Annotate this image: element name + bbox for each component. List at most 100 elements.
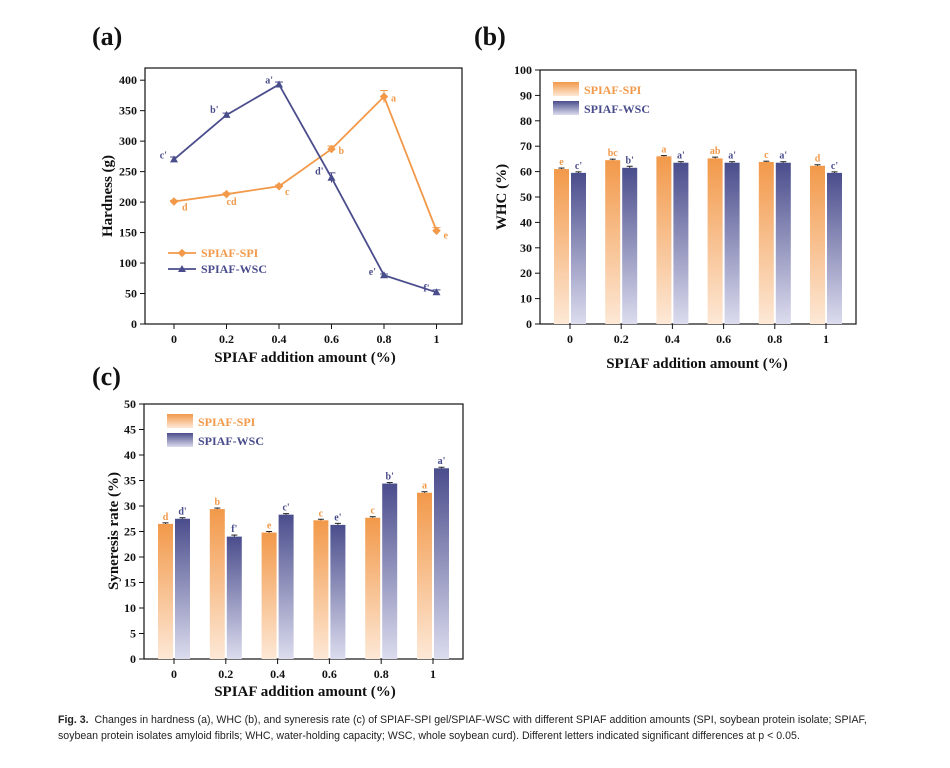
legend-label-spi: SPIAF-SPI (584, 83, 642, 97)
significance-letter: d (163, 512, 169, 523)
bar-spi (707, 158, 723, 324)
bar-wsc (775, 162, 791, 324)
legend-swatch-spi (167, 414, 193, 428)
significance-letter: d' (178, 507, 187, 518)
y-axis-label-b: WHC (%) (494, 164, 510, 230)
bar-wsc (724, 162, 740, 324)
y-tick-label: 250 (119, 165, 137, 179)
legend-label-wsc: SPIAF-WSC (584, 102, 650, 116)
data-point-spi (274, 182, 284, 191)
significance-letter: c (285, 187, 290, 198)
bar-spi (810, 165, 825, 324)
significance-letter: d' (315, 167, 324, 178)
legend-label-wsc: SPIAF-WSC (198, 434, 264, 448)
bar-wsc (278, 514, 294, 659)
x-tick-label: 0.2 (614, 332, 629, 346)
data-point-wsc (222, 110, 231, 118)
significance-letter: a' (438, 456, 446, 467)
significance-letter: d (182, 202, 188, 213)
significance-letter: a (422, 481, 427, 492)
caption-label: Fig. 3. (58, 714, 89, 726)
panel-label-c: (c) (92, 362, 121, 391)
data-point-wsc (380, 271, 388, 279)
bar-spi (365, 517, 381, 659)
significance-letter: a' (265, 75, 273, 86)
significance-letter: a' (779, 151, 787, 162)
x-tick-label: 0.6 (322, 667, 337, 681)
significance-letter: a (391, 94, 396, 105)
panel-a-hardness-chart: (a) 0 50 100 150 200 250 300 350 400 0 0.2 0.4 0.6 0.8… (92, 22, 463, 366)
significance-letter: ab (710, 146, 721, 157)
y-tick-label: 40 (124, 448, 136, 462)
y-tick-label: 400 (119, 73, 137, 87)
bar-spi (554, 169, 569, 324)
y-axis-label-a: Hardness (g) (100, 155, 116, 237)
panel-c-syneresis-chart: (c) 0 5 10 15 20 25 30 35 40 45 50 0 0.2 0.4 0.6 0.8 1 SPI… (92, 362, 464, 700)
y-tick-label: 20 (124, 550, 136, 564)
x-tick-label: 0.8 (377, 332, 392, 346)
y-axis-label-c: Syneresis rate (%) (106, 472, 122, 590)
y-tick-label: 25 (124, 525, 136, 539)
legend-label-wsc: SPIAF-WSC (201, 262, 267, 276)
x-axis-label-c: SPIAF addition amount (%) (214, 684, 396, 700)
bar-wsc (673, 162, 689, 324)
y-tick-label: 40 (520, 215, 532, 229)
significance-letter: f' (231, 524, 237, 535)
significance-letter: d (815, 154, 821, 165)
x-tick-label: 0.4 (270, 667, 285, 681)
x-axis-label-b: SPIAF addition amount (%) (606, 356, 788, 372)
bar-wsc (382, 483, 398, 659)
y-tick-label: 0 (131, 317, 137, 331)
bar-spi (605, 160, 621, 324)
y-tick-label: 150 (119, 226, 137, 240)
y-tick-label: 300 (119, 134, 137, 148)
x-tick-label: 0.4 (665, 332, 680, 346)
legend-swatch-wsc (553, 101, 579, 115)
figure-caption: Fig. 3. Changes in hardness (a), WHC (b)… (58, 712, 898, 744)
bar-wsc (226, 536, 242, 659)
bar-wsc (175, 518, 190, 659)
significance-letter: e' (334, 512, 341, 523)
y-tick-label: 100 (119, 256, 137, 270)
y-tick-label: 30 (520, 241, 532, 255)
x-tick-label: 0.4 (272, 332, 287, 346)
significance-letter: b' (210, 105, 219, 116)
significance-letter: c (319, 508, 324, 519)
bar-spi (656, 156, 672, 324)
significance-letter: b' (386, 472, 395, 483)
y-tick-label: 60 (520, 165, 532, 179)
series-line-spi (173, 95, 438, 232)
significance-letter: a (661, 145, 666, 156)
significance-letter: cd (227, 197, 237, 208)
data-point-wsc (275, 80, 283, 88)
y-tick-label: 10 (520, 292, 532, 306)
significance-letter: b (215, 497, 221, 508)
legend-swatch-spi (553, 82, 579, 96)
x-tick-label: 1 (430, 667, 436, 681)
legend-label-spi: SPIAF-SPI (201, 246, 259, 260)
data-point-spi (222, 189, 231, 199)
x-tick-label: 0.6 (324, 332, 339, 346)
y-tick-label: 35 (124, 474, 136, 488)
bar-spi (209, 509, 225, 659)
bar-wsc (434, 468, 449, 659)
bar-spi (758, 161, 774, 324)
significance-letter: e (444, 231, 449, 242)
significance-letter: c (764, 150, 769, 161)
y-tick-label: 15 (124, 576, 136, 590)
caption-text: Changes in hardness (a), WHC (b), and sy… (58, 714, 867, 742)
legend-swatch-wsc (167, 433, 193, 447)
y-tick-label: 20 (520, 266, 532, 280)
bar-spi (158, 523, 173, 659)
y-tick-label: 50 (520, 190, 532, 204)
legend-label-spi: SPIAF-SPI (198, 415, 256, 429)
x-tick-label: 0.8 (767, 332, 782, 346)
y-tick-label: 30 (124, 499, 136, 513)
data-point-wsc (327, 173, 336, 181)
x-tick-label: 0.2 (219, 332, 234, 346)
bar-wsc (571, 172, 586, 324)
panel-label-a: (a) (92, 22, 122, 51)
y-tick-label: 90 (520, 88, 532, 102)
panel-label-b: (b) (474, 22, 506, 51)
x-tick-label: 0.8 (374, 667, 389, 681)
